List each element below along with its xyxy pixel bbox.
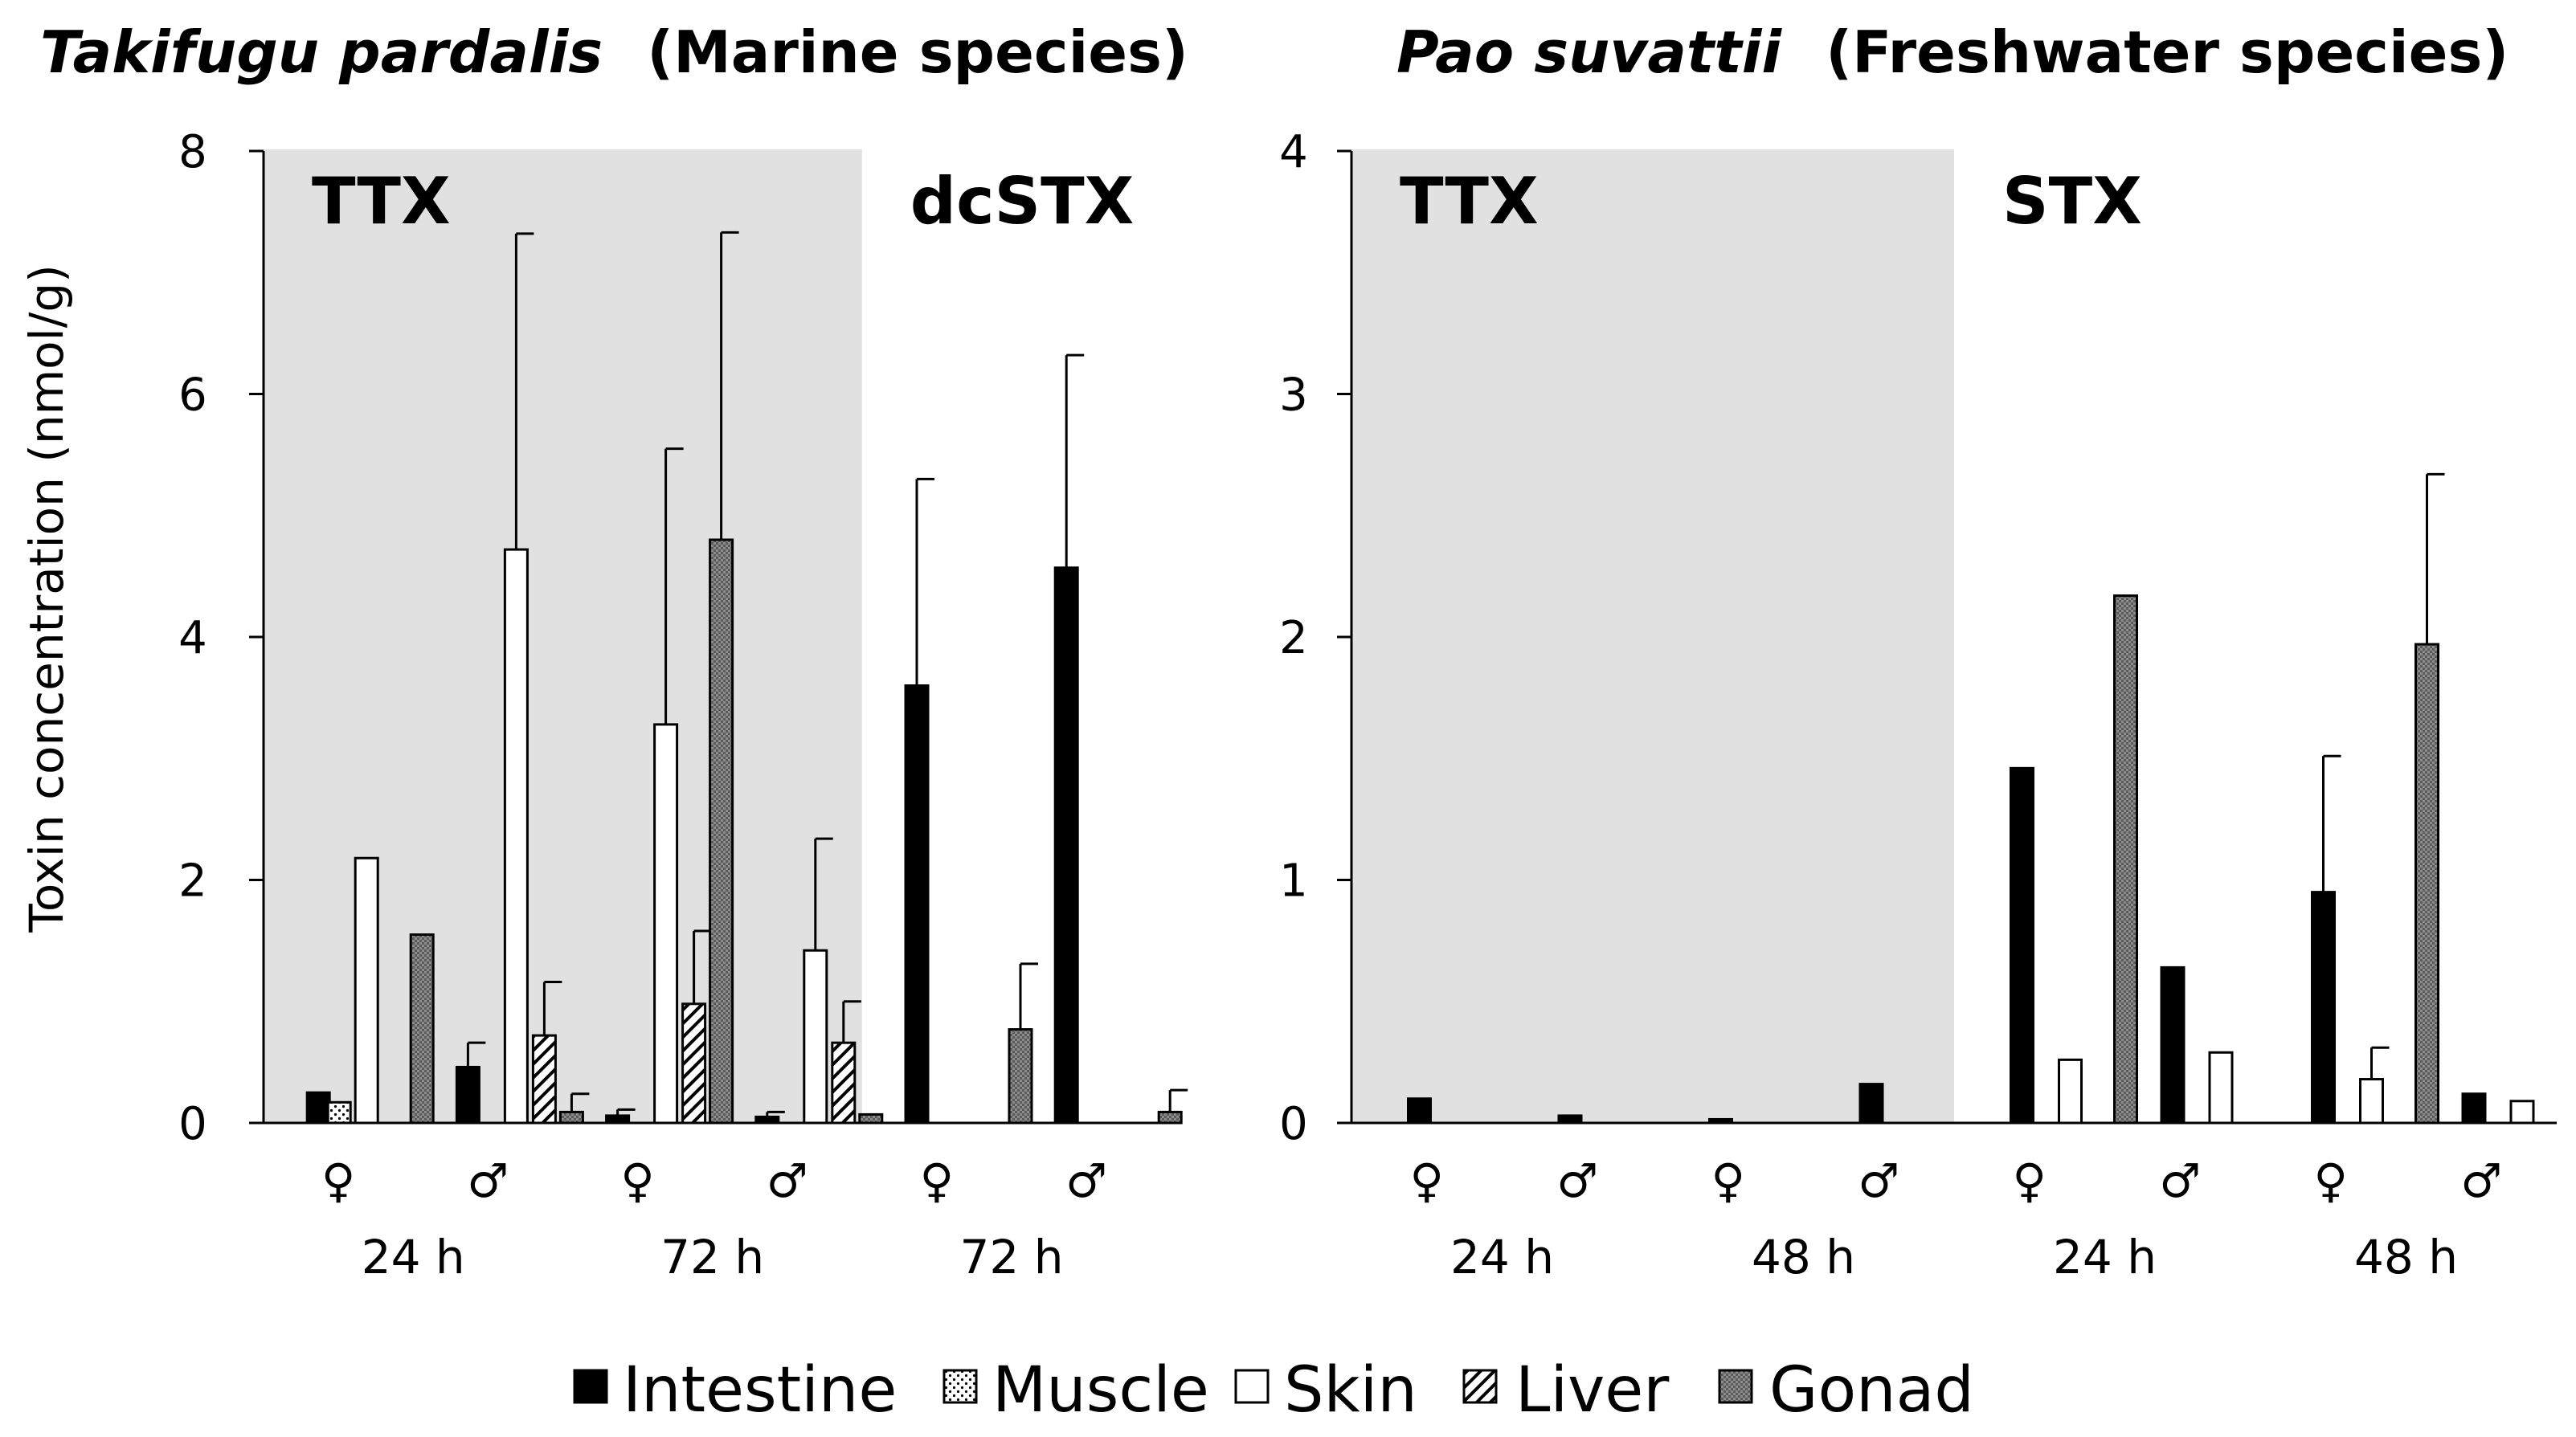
- bar-skin: [2509, 1100, 2535, 1125]
- y-tick-label: 3: [1279, 369, 1308, 422]
- x-category-label: ♀: [321, 1153, 355, 1208]
- x-category-label: ♀: [1410, 1153, 1444, 1208]
- toxin-label: dcSTX: [910, 164, 1135, 239]
- toxin-label: TTX: [312, 164, 451, 239]
- legend-label-intestine: Intestine: [623, 1354, 897, 1427]
- bar-skin: [2058, 1058, 2083, 1125]
- bar-skin: [653, 723, 679, 1125]
- legend-label-muscle: Muscle: [992, 1354, 1209, 1427]
- bar-intestine: [754, 1115, 780, 1125]
- bar-intestine: [1708, 1117, 1733, 1125]
- bar-skin: [354, 856, 379, 1125]
- legend-swatch-intestine: [573, 1369, 608, 1404]
- left-panel-title: Takifugu pardalis (Marine species): [40, 18, 1188, 86]
- legend-label-gonad: Gonad: [1769, 1354, 1974, 1427]
- y-tick-label: 0: [178, 1098, 207, 1150]
- x-category-label: ♂: [1858, 1153, 1899, 1208]
- bar-gonad: [709, 538, 734, 1125]
- toxin-region-shade: [1351, 149, 1954, 1123]
- y-tick-label: 4: [178, 612, 207, 664]
- time-group-label: 24 h: [362, 1230, 465, 1284]
- bar-gonad: [858, 1112, 884, 1125]
- right-panel-title: Pao suvattii (Freshwater species): [1396, 18, 2509, 86]
- y-tick-label: 2: [1279, 612, 1308, 664]
- y-axis-label: Toxin concentration (nmol/g): [19, 264, 74, 933]
- bar-gonad: [2414, 643, 2439, 1125]
- x-category-label: ♀: [1711, 1153, 1745, 1208]
- legend: Intestine Muscle Skin Liver Gonad: [573, 1354, 1974, 1427]
- left-habitat-label: (Marine species): [647, 18, 1188, 86]
- time-group-label: 72 h: [960, 1230, 1064, 1284]
- bar-intestine: [1407, 1097, 1432, 1125]
- legend-label-liver: Liver: [1515, 1354, 1670, 1427]
- y-tick-label: 8: [178, 126, 207, 178]
- bar-intestine: [455, 1065, 480, 1125]
- bar-intestine: [2160, 965, 2186, 1125]
- bar-intestine: [904, 684, 930, 1125]
- left-species-name: Takifugu pardalis: [40, 18, 603, 86]
- legend-swatch-skin: [1234, 1369, 1270, 1404]
- bar-skin: [2208, 1051, 2234, 1125]
- y-tick-label: 1: [1279, 855, 1308, 908]
- bar-muscle: [326, 1100, 352, 1125]
- bar-intestine: [305, 1091, 331, 1125]
- x-category-label: ♀: [2314, 1153, 2348, 1208]
- time-group-label: 24 h: [2053, 1230, 2157, 1284]
- bar-gonad: [1157, 1110, 1183, 1125]
- bar-gonad: [558, 1110, 584, 1125]
- bar-gonad: [1008, 1028, 1033, 1125]
- y-tick-label: 0: [1279, 1098, 1308, 1150]
- bar-intestine: [1557, 1114, 1583, 1125]
- bar-intestine: [2010, 766, 2034, 1125]
- toxin-region-shade: [264, 149, 862, 1123]
- x-category-label: ♂: [2159, 1153, 2201, 1208]
- legend-swatch-muscle: [942, 1369, 978, 1404]
- bar-liver: [681, 1002, 707, 1125]
- bar-skin: [2359, 1078, 2384, 1125]
- time-group-label: 48 h: [1752, 1230, 1855, 1284]
- legend-swatch-gonad: [1718, 1369, 1753, 1404]
- bar-intestine: [2311, 891, 2336, 1125]
- bar-intestine: [605, 1114, 631, 1125]
- x-category-label: ♂: [767, 1153, 808, 1208]
- bar-liver: [531, 1034, 557, 1125]
- x-category-label: ♂: [1556, 1153, 1598, 1208]
- toxin-label: TTX: [1400, 164, 1539, 239]
- bar-gonad: [409, 933, 435, 1125]
- legend-label-skin: Skin: [1284, 1354, 1417, 1427]
- x-category-label: ♀: [2013, 1153, 2046, 1208]
- time-group-label: 72 h: [660, 1230, 764, 1284]
- y-tick-label: 4: [1279, 126, 1308, 178]
- bar-liver: [831, 1041, 857, 1125]
- right-species-name: Pao suvattii: [1396, 18, 1782, 86]
- x-category-label: ♀: [920, 1153, 954, 1208]
- toxin-label: STX: [2002, 164, 2142, 239]
- x-category-label: ♂: [467, 1153, 509, 1208]
- bar-skin: [503, 548, 529, 1125]
- x-category-label: ♀: [620, 1153, 654, 1208]
- time-group-label: 24 h: [1450, 1230, 1554, 1284]
- legend-swatch-liver: [1462, 1369, 1498, 1404]
- x-category-label: ♂: [2460, 1153, 2502, 1208]
- bar-skin: [803, 949, 828, 1125]
- bar-intestine: [2461, 1092, 2487, 1125]
- y-tick-label: 6: [178, 369, 207, 422]
- y-tick-label: 2: [178, 855, 207, 908]
- right-habitat-label: (Freshwater species): [1826, 18, 2509, 86]
- bar-intestine: [1053, 566, 1079, 1125]
- bar-gonad: [2113, 594, 2138, 1125]
- time-group-label: 48 h: [2354, 1230, 2458, 1284]
- x-category-label: ♂: [1065, 1153, 1107, 1208]
- bar-intestine: [1858, 1083, 1884, 1125]
